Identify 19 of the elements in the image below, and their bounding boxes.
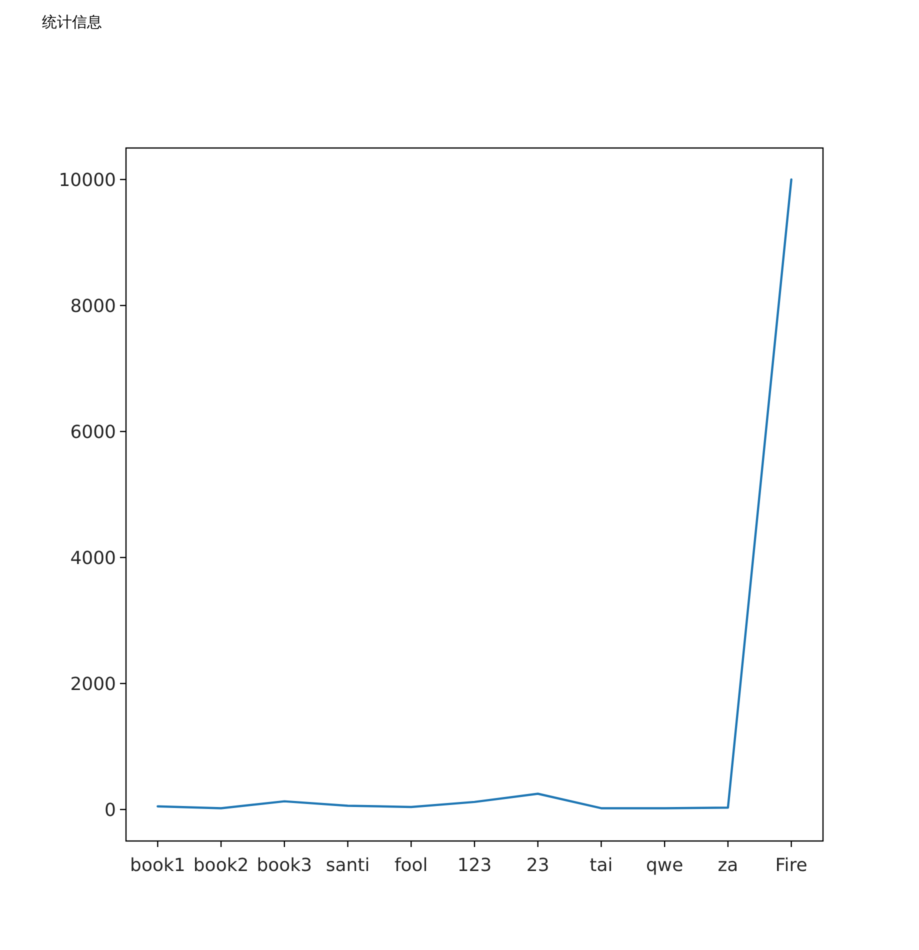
y-tick-label: 6000 [70, 422, 116, 443]
x-tick-label: tai [590, 855, 613, 876]
x-tick-label: qwe [646, 855, 684, 876]
line-series [156, 178, 792, 810]
x-tick-label: fool [394, 855, 428, 876]
x-tick-label: Fire [775, 855, 808, 876]
y-tick-label: 4000 [70, 548, 116, 569]
y-tick-label: 0 [104, 800, 116, 821]
x-tick-label: book2 [193, 855, 249, 876]
x-tick-label: 23 [526, 855, 550, 876]
x-tick-label: santi [326, 855, 370, 876]
x-tick-label: za [718, 855, 738, 876]
chart-title: 统计信息 [42, 13, 102, 31]
x-tick-label: 123 [457, 855, 492, 876]
y-tick-label: 10000 [58, 170, 116, 191]
x-tick-label: book1 [130, 855, 186, 876]
y-tick-label: 2000 [70, 674, 116, 695]
y-tick-label: 8000 [70, 296, 116, 317]
x-tick-label: book3 [256, 855, 312, 876]
